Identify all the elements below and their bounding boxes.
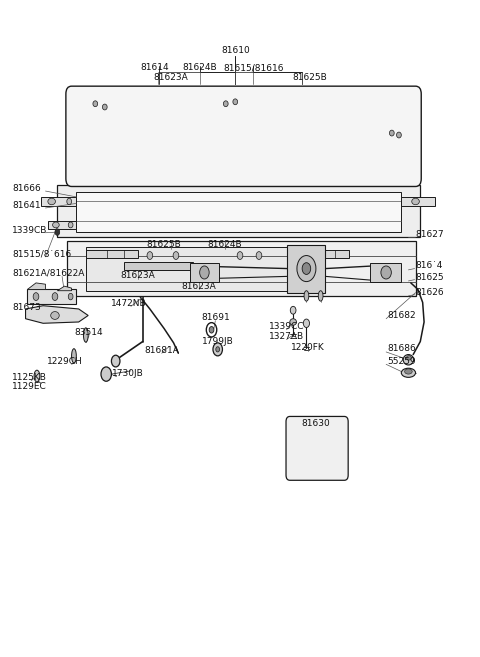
Polygon shape (76, 192, 401, 232)
Ellipse shape (67, 198, 72, 205)
Ellipse shape (303, 319, 310, 328)
Ellipse shape (256, 252, 262, 260)
Text: 81515/8˙616: 81515/8˙616 (12, 250, 72, 259)
FancyBboxPatch shape (66, 86, 421, 187)
FancyBboxPatch shape (286, 417, 348, 480)
Polygon shape (48, 221, 76, 229)
Text: 81614: 81614 (140, 64, 169, 72)
Ellipse shape (403, 355, 414, 365)
Polygon shape (371, 263, 401, 282)
Ellipse shape (84, 328, 88, 342)
Polygon shape (401, 197, 434, 206)
Text: 1730JB: 1730JB (112, 369, 144, 378)
Ellipse shape (223, 101, 228, 106)
Ellipse shape (111, 355, 120, 367)
Ellipse shape (381, 266, 391, 279)
Text: 81625B: 81625B (147, 240, 181, 249)
Ellipse shape (33, 292, 39, 300)
Ellipse shape (34, 370, 40, 382)
Text: 1125KB: 1125KB (12, 373, 47, 382)
Text: 81625: 81625 (416, 273, 444, 282)
Ellipse shape (290, 306, 296, 314)
Polygon shape (124, 262, 192, 270)
Ellipse shape (389, 130, 394, 136)
Text: 81626: 81626 (416, 288, 444, 296)
Ellipse shape (401, 368, 416, 377)
Ellipse shape (407, 355, 411, 360)
Text: 81681A: 81681A (144, 346, 179, 355)
Text: 81624B: 81624B (207, 240, 242, 249)
Ellipse shape (396, 132, 401, 138)
Polygon shape (86, 250, 138, 258)
Text: 81686: 81686 (387, 344, 416, 353)
Ellipse shape (55, 229, 60, 235)
Polygon shape (41, 197, 76, 206)
Text: 81641: 81641 (12, 201, 41, 210)
Ellipse shape (302, 263, 311, 275)
Text: 81682: 81682 (387, 311, 416, 320)
Text: 1339CB: 1339CB (12, 226, 48, 235)
Text: 81666: 81666 (12, 184, 41, 193)
Ellipse shape (213, 343, 222, 356)
Ellipse shape (216, 347, 219, 352)
Ellipse shape (200, 266, 209, 279)
Text: 1220FK: 1220FK (291, 343, 325, 352)
Text: 81625B: 81625B (292, 73, 327, 82)
Polygon shape (297, 250, 349, 258)
Polygon shape (57, 286, 72, 290)
Text: 1472NB: 1472NB (111, 299, 146, 307)
Ellipse shape (53, 222, 59, 228)
Text: 81610: 81610 (221, 46, 250, 55)
Text: 1229CH: 1229CH (47, 357, 83, 366)
Text: 81623A: 81623A (154, 73, 189, 82)
Text: 81627: 81627 (416, 229, 444, 238)
Ellipse shape (233, 99, 238, 104)
Ellipse shape (412, 198, 420, 205)
Ellipse shape (297, 256, 316, 282)
Ellipse shape (318, 290, 323, 301)
Polygon shape (190, 263, 219, 282)
Polygon shape (57, 185, 420, 237)
Text: 1799JB: 1799JB (202, 337, 234, 346)
Ellipse shape (173, 252, 179, 260)
Text: 1327AB: 1327AB (269, 332, 304, 341)
Text: 55259: 55259 (387, 357, 416, 366)
Ellipse shape (52, 292, 58, 300)
Polygon shape (86, 247, 295, 290)
Text: 81615/81616: 81615/81616 (223, 64, 284, 72)
Ellipse shape (237, 252, 243, 260)
Polygon shape (67, 240, 416, 296)
Text: 83514: 83514 (75, 328, 103, 337)
Ellipse shape (102, 104, 107, 110)
Ellipse shape (68, 222, 73, 228)
Ellipse shape (51, 311, 59, 319)
Ellipse shape (93, 101, 97, 106)
Ellipse shape (101, 367, 111, 381)
Ellipse shape (72, 349, 76, 363)
Ellipse shape (48, 198, 56, 205)
Ellipse shape (405, 369, 412, 374)
Text: 1339CC: 1339CC (269, 322, 304, 331)
Text: 816˙4: 816˙4 (416, 261, 443, 270)
Text: 81630: 81630 (301, 419, 330, 428)
Text: 81691: 81691 (201, 313, 230, 322)
Ellipse shape (304, 290, 309, 301)
Ellipse shape (209, 327, 214, 333)
Text: 81621A/81622A: 81621A/81622A (12, 269, 84, 278)
Ellipse shape (68, 293, 73, 300)
Polygon shape (288, 245, 325, 292)
Text: 81624B: 81624B (182, 64, 217, 72)
Ellipse shape (290, 319, 297, 325)
Text: 81673: 81673 (12, 304, 41, 312)
Polygon shape (290, 440, 295, 445)
Text: 1129EC: 1129EC (12, 382, 47, 391)
Polygon shape (27, 283, 46, 290)
Ellipse shape (147, 252, 153, 260)
Text: 81623A: 81623A (181, 282, 216, 290)
Polygon shape (27, 290, 76, 304)
Text: 81623A: 81623A (120, 271, 156, 281)
Polygon shape (25, 306, 88, 323)
